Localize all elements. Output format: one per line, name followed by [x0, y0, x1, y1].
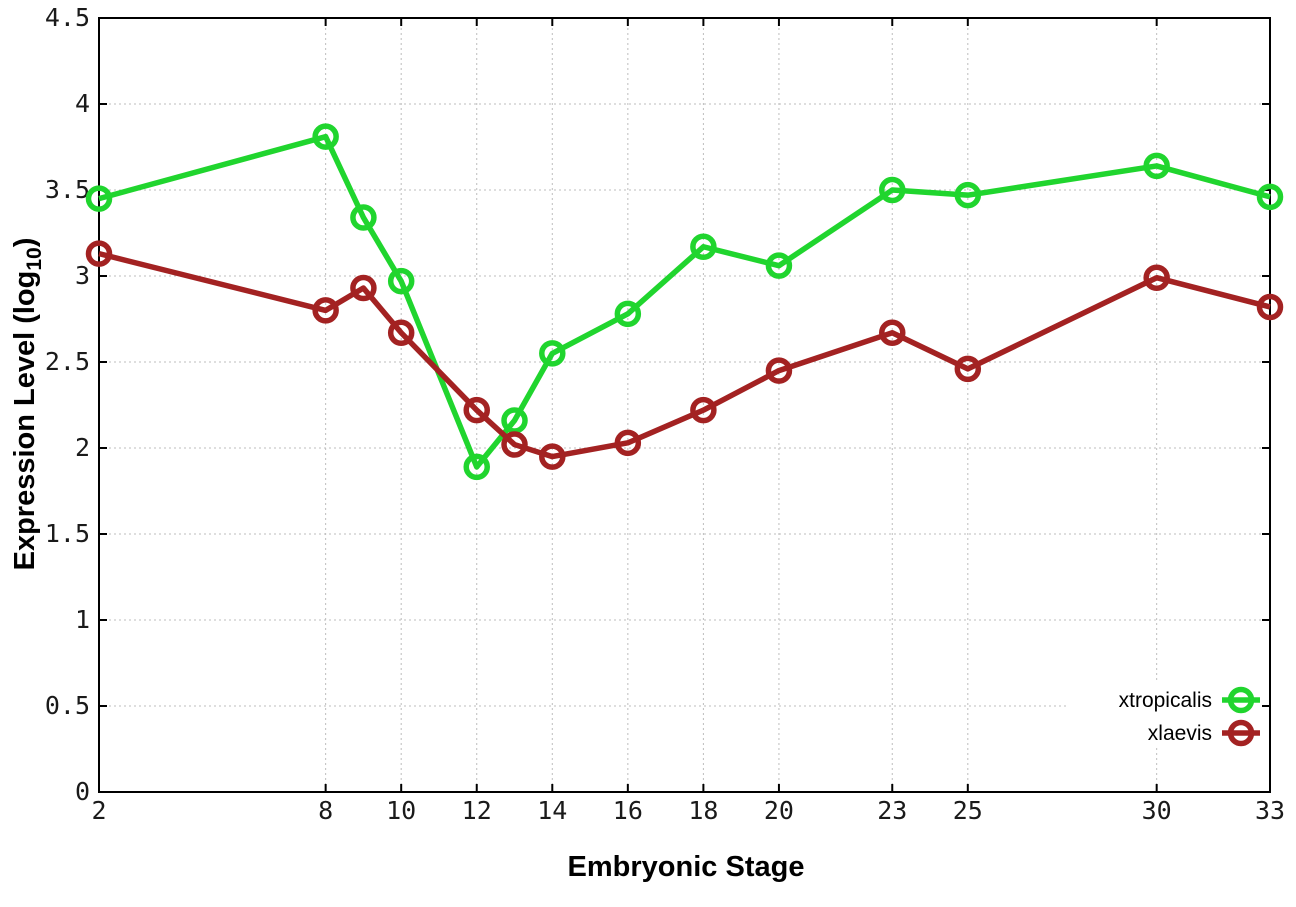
x-tick-label: 2	[91, 796, 106, 825]
series-xtropicalis-point	[501, 407, 528, 434]
series-xtropicalis-point	[879, 176, 906, 204]
x-tick-label: 12	[462, 796, 492, 825]
legend-label-xtropicalis: xtropicalis	[1119, 689, 1212, 712]
y-tick-label: 2	[75, 433, 90, 462]
series-xtropicalis-point	[312, 123, 339, 150]
y-tick-label: 3	[75, 261, 90, 290]
series-xlaevis-point	[539, 443, 566, 470]
grid-layer	[98, 17, 1271, 793]
y-tick-label: 0	[75, 777, 90, 806]
series-xtropicalis-point	[1256, 183, 1284, 211]
y-tick-label: 1.5	[45, 519, 90, 548]
tick-labels: 2 8 10 12 14 16 18 20 23 25 30 33 0 0.5 1 1.5 2 2.5 3 3.5 4 4…	[45, 3, 1285, 825]
series-xtropicalis-point	[463, 453, 490, 481]
series-xlaevis-point	[350, 274, 377, 302]
series-xtropicalis-point	[85, 185, 113, 212]
x-tick-label: 8	[318, 796, 333, 825]
series-xtropicalis-point	[614, 300, 642, 328]
series-xlaevis-line	[98, 250, 1271, 460]
y-axis-title-main: Expression Level (log	[9, 271, 41, 571]
series-xtropicalis-point	[690, 233, 717, 261]
x-tick-label: 14	[537, 796, 567, 825]
y-tick-label: 2.5	[45, 347, 90, 376]
legend-marker-xtropicalis	[1227, 686, 1255, 714]
series-xlaevis-point	[954, 355, 982, 383]
y-tick-label: 3.5	[45, 175, 90, 204]
x-tick-label: 23	[877, 796, 907, 825]
series-xtropicalis-point	[1143, 152, 1170, 180]
x-tick-label: 20	[764, 796, 794, 825]
x-tick-label: 16	[613, 796, 643, 825]
x-tick-label: 25	[953, 796, 983, 825]
x-tick-label: 30	[1142, 796, 1172, 825]
series-xlaevis-point	[879, 319, 906, 347]
y-tick-label: 0.5	[45, 691, 90, 720]
series-xlaevis-point	[690, 396, 717, 424]
series-xlaevis-point	[765, 357, 793, 384]
y-axis-title: Expression Level (log10)	[9, 238, 46, 571]
y-tick-label: 4	[75, 89, 90, 118]
y-axis-title-subscript: 10	[23, 247, 46, 270]
series-xlaevis-point	[614, 429, 642, 457]
series-layer	[85, 123, 1284, 481]
plot-border	[98, 17, 1271, 793]
series-xtropicalis-point	[539, 340, 566, 367]
y-tick-label: 4.5	[45, 3, 90, 32]
legend-label-xlaevis: xlaevis	[1148, 722, 1212, 745]
series-xlaevis-point	[463, 396, 490, 424]
series-xlaevis-point	[387, 319, 415, 347]
legend-marker-xlaevis	[1227, 719, 1255, 747]
x-axis-title: Embryonic Stage	[568, 851, 805, 883]
y-axis-title-close: )	[9, 238, 41, 248]
series-xtropicalis-point	[387, 267, 415, 295]
series-xlaevis-point	[501, 431, 528, 458]
legend	[1222, 686, 1260, 747]
series-xtropicalis-point	[350, 204, 377, 231]
x-tick-label: 33	[1255, 796, 1285, 825]
x-tick-label: 10	[386, 796, 416, 825]
series-xlaevis-point	[85, 240, 113, 267]
y-tick-label: 1	[75, 605, 90, 634]
x-tick-label: 18	[688, 796, 718, 825]
series-xlaevis-point	[1256, 293, 1284, 321]
series-xtropicalis-point	[954, 181, 982, 209]
series-xlaevis-point	[1143, 264, 1170, 291]
plot-frame	[98, 17, 1271, 793]
series-xlaevis-point	[312, 297, 339, 324]
series-xtropicalis-point	[765, 252, 793, 279]
